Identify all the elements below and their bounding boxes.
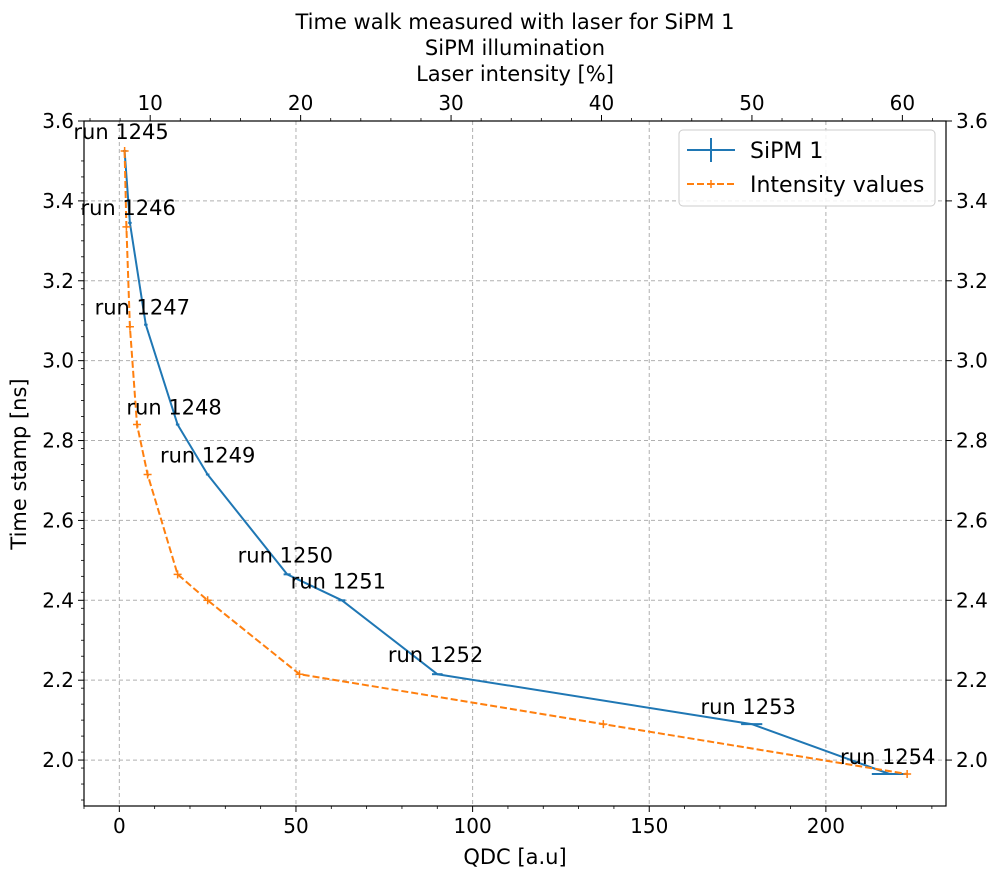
right-y-tick-label: 2.8 (956, 429, 988, 453)
right-y-tick-label: 3.2 (956, 269, 988, 293)
run-label: run 1249 (160, 444, 255, 468)
x-tick-label: 50 (283, 814, 308, 838)
y-tick-label: 2.2 (42, 668, 74, 692)
run-label: run 1250 (238, 543, 333, 567)
legend: SiPM 1 Intensity values (678, 129, 936, 207)
data-point-marker (120, 146, 129, 155)
run-label: run 1246 (80, 196, 175, 220)
top-tick-label: 50 (739, 91, 764, 115)
right-y-tick-label: 3.6 (956, 109, 988, 133)
y-axis-label: Time stamp [ns] (7, 378, 31, 550)
top-tick-label: 20 (288, 91, 313, 115)
series-line-0 (123, 150, 890, 775)
y-tick-label: 3.6 (42, 109, 74, 133)
data-point-marker (903, 770, 912, 779)
run-label: run 1247 (95, 296, 190, 320)
right-y-tick-label: 2.6 (956, 508, 988, 532)
top-tick-label: 60 (890, 91, 915, 115)
run-label: run 1248 (126, 396, 221, 420)
top-tick-label: 40 (589, 91, 614, 115)
y-tick-label: 2.8 (42, 429, 74, 453)
x-axis-label: QDC [a.u] (463, 845, 566, 869)
legend-label: Intensity values (750, 173, 924, 198)
legend-box (678, 129, 936, 207)
y-tick-label: 2.0 (42, 748, 74, 772)
chart-subtitle: SiPM illumination (425, 36, 605, 60)
x-tick-label: 0 (113, 814, 126, 838)
right-y-tick-label: 3.0 (956, 349, 988, 373)
data-series (120, 146, 912, 779)
data-point-marker (125, 322, 134, 331)
plot-frame (83, 120, 947, 807)
data-point-marker (203, 596, 212, 605)
chart-titles: Time walk measured with laser for SiPM 1… (294, 10, 734, 86)
y-tick-label: 3.0 (42, 349, 74, 373)
x-tick-label: 100 (454, 814, 492, 838)
x-tick-label: 150 (630, 814, 668, 838)
y-tick-label: 3.4 (42, 189, 74, 213)
run-label: run 1253 (700, 695, 795, 719)
data-point-marker (132, 420, 141, 429)
chart-title: Time walk measured with laser for SiPM 1 (294, 10, 734, 34)
legend-marker (707, 180, 715, 188)
right-y-tick-label: 3.4 (956, 189, 988, 213)
top-tick-label: 10 (137, 91, 162, 115)
y-tick-label: 2.6 (42, 508, 74, 532)
run-label: run 1251 (291, 569, 386, 593)
top-tick-label: 30 (438, 91, 463, 115)
data-point-marker (599, 720, 608, 729)
right-y-tick-label: 2.0 (956, 748, 988, 772)
run-label: run 1252 (388, 643, 483, 667)
x-tick-label: 200 (807, 814, 845, 838)
axis-ticks: 0 50 100 150 200 2.0 2.0 2.2 2.2 2.4 2.4 2.6 2.6 2.8 2… (42, 91, 988, 838)
data-point-marker (143, 470, 152, 479)
run-annotations: run 1245 run 1246 run 1247 run 1248 run 1249… (73, 120, 935, 769)
data-point-marker (295, 670, 304, 679)
run-label: run 1245 (73, 120, 168, 144)
data-point-marker (122, 222, 131, 231)
series-line-1 (123, 150, 908, 775)
data-point-marker (173, 570, 182, 579)
legend-label: SiPM 1 (750, 139, 823, 164)
run-label: run 1254 (840, 745, 935, 769)
top-axis-label: Laser intensity [%] (416, 62, 614, 86)
right-y-tick-label: 2.2 (956, 668, 988, 692)
right-y-tick-label: 2.4 (956, 588, 988, 612)
y-tick-label: 3.2 (42, 269, 74, 293)
y-tick-label: 2.4 (42, 588, 74, 612)
